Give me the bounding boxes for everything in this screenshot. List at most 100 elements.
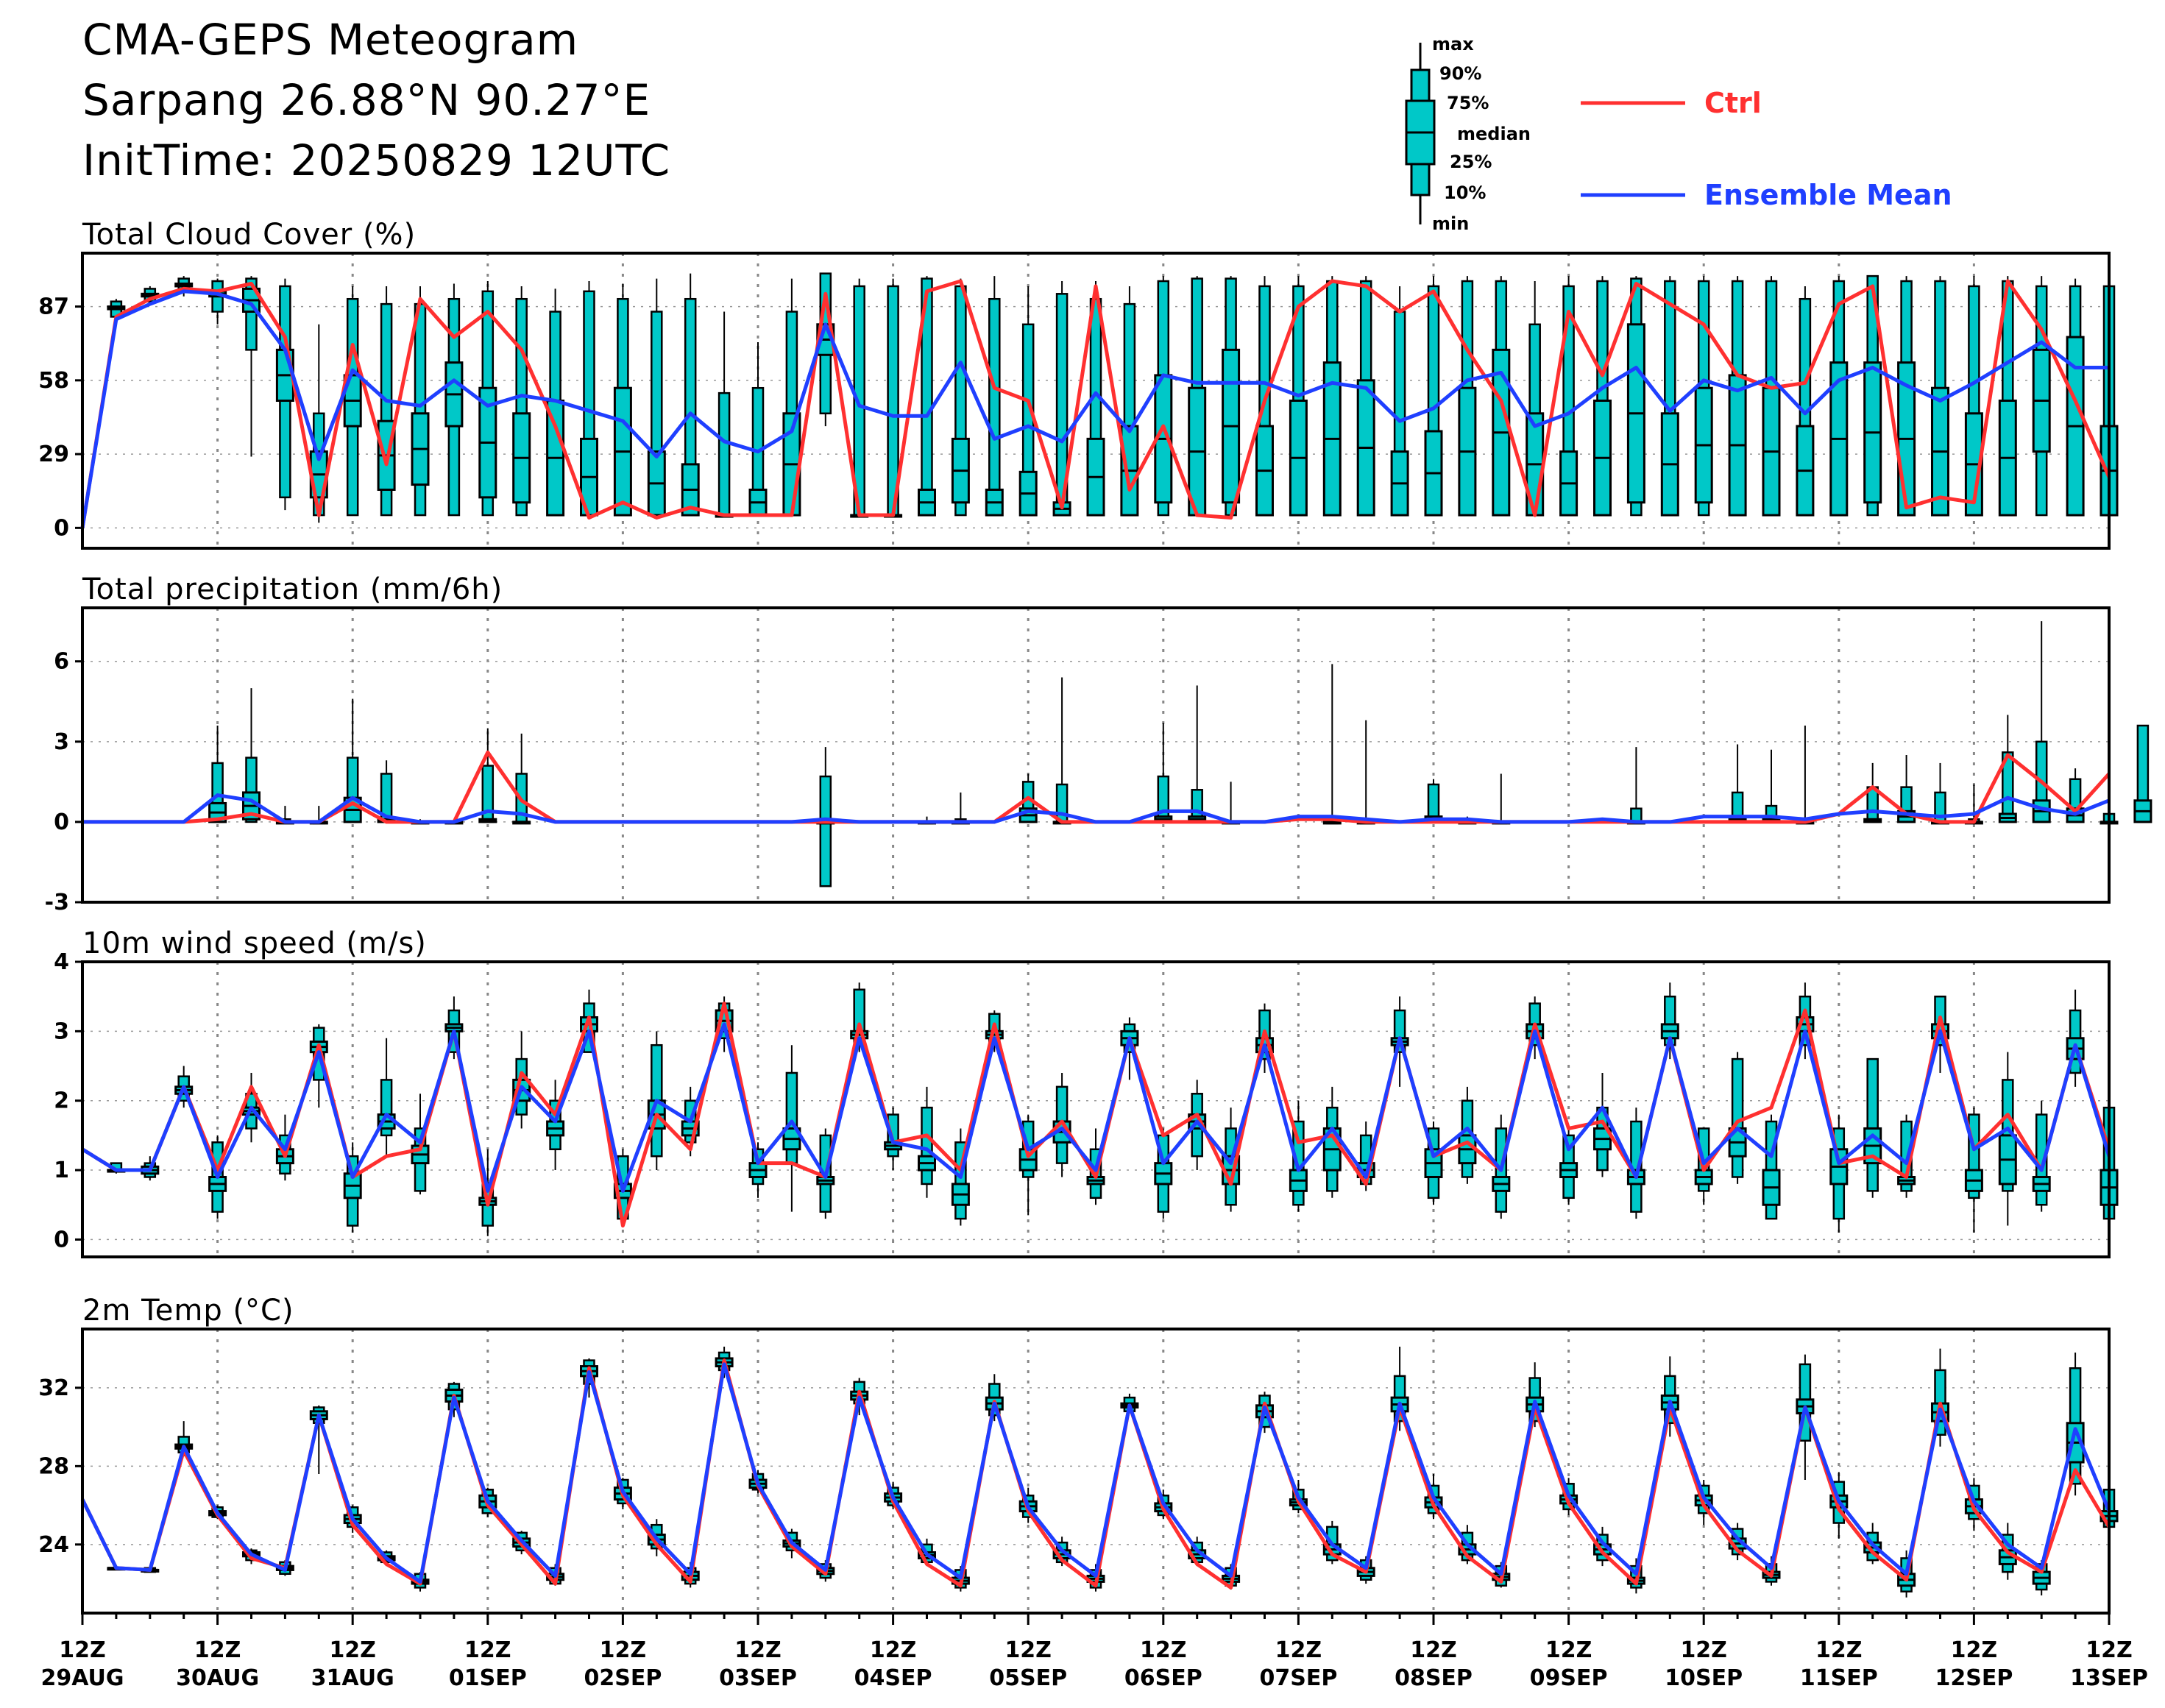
key-label: 90% (1439, 63, 1481, 84)
box-plot (2032, 276, 2051, 517)
x-tick-date: 30AUG (176, 1665, 259, 1691)
box-plot (1796, 726, 1815, 825)
box-plot (985, 276, 1004, 517)
box-plot (1728, 744, 1747, 823)
box-plot (1728, 1052, 1747, 1184)
y-tick-label: 87 (38, 294, 69, 320)
box-plot (1492, 773, 1511, 825)
box-plot (1289, 1100, 1308, 1212)
meteogram-title: CMA-GEPS Meteogram (82, 15, 579, 65)
box-plot (1154, 723, 1173, 823)
x-tick-time: 12Z (870, 1637, 917, 1663)
y-tick-label: 4 (54, 949, 69, 975)
box-plot (309, 324, 328, 523)
box-plot (1728, 276, 1747, 517)
y-tick-label: 32 (38, 1375, 69, 1401)
panel-4: 2m Temp (°C) 24 28 32 (38, 1294, 2119, 1615)
y-tick-label: -3 (45, 890, 69, 915)
box-plot (546, 288, 565, 517)
box-plot (1796, 1354, 1815, 1480)
y-tick-label: 24 (38, 1532, 69, 1558)
x-tick-time: 12Z (2086, 1637, 2133, 1663)
series-line-ensemble-mean (80, 1362, 2111, 1584)
box-plot (275, 278, 294, 511)
box-plot (1998, 715, 2017, 823)
x-tick-time: 12Z (1275, 1637, 1322, 1663)
box-plot (1458, 1086, 1477, 1184)
y-tick-label: 0 (54, 515, 69, 541)
x-tick-date: 12SEP (1935, 1665, 2013, 1691)
box-plot (1188, 685, 1207, 823)
box-plot (748, 1142, 768, 1198)
y-tick-label: 0 (54, 1227, 69, 1252)
box-plot (1322, 276, 1342, 517)
y-tick-label: 1 (54, 1158, 69, 1183)
x-tick-date: 03SEP (719, 1665, 797, 1691)
x-tick-time: 12Z (1951, 1637, 1998, 1663)
panel-title: Total Cloud Cover (%) (82, 218, 416, 252)
box-whisker-key: max 90% 75% median 25% 10% min (1405, 34, 1531, 234)
key-label: 10% (1444, 183, 1486, 203)
x-tick-date: 11SEP (1800, 1665, 1878, 1691)
box-plot (1154, 276, 1173, 517)
box-plot (1356, 720, 1375, 825)
box-plot (1356, 276, 1375, 517)
box-plot (613, 283, 632, 517)
box-plot (107, 299, 126, 322)
x-tick-time: 12Z (1545, 1637, 1592, 1663)
key-label: 25% (1450, 152, 1492, 172)
box-plot (512, 286, 531, 517)
box-plot (951, 278, 970, 517)
box-plot (1390, 286, 1409, 517)
box-plot (2032, 621, 2051, 823)
box-plot (1322, 664, 1342, 825)
box-plot (681, 273, 700, 517)
y-tick-label: 28 (38, 1453, 69, 1479)
x-tick-date: 10SEP (1665, 1665, 1743, 1691)
chart-legend: Ctrl Ensemble Mean (1581, 87, 1952, 211)
box-plot (377, 1038, 396, 1157)
box-plot (208, 726, 227, 823)
x-tick-time: 12Z (59, 1637, 106, 1663)
x-tick-time: 12Z (1680, 1637, 1727, 1663)
x-tick-date: 29AUG (40, 1665, 124, 1691)
box-plot (1660, 276, 1679, 517)
box-plot (1188, 276, 1207, 517)
x-tick-date: 04SEP (854, 1665, 932, 1691)
panel-1: Total Cloud Cover (%) 0 29 58 87 (38, 218, 2119, 550)
panel-3: 10m wind speed (m/s) 0 1 2 3 4 (54, 926, 2119, 1258)
box-plot (1964, 276, 1983, 517)
y-tick-label: 3 (54, 729, 69, 755)
box-plot (1052, 677, 1071, 825)
box-plot (1492, 276, 1511, 517)
box-plot (1626, 276, 1645, 517)
panel-title: 2m Temp (°C) (82, 1294, 294, 1328)
box-plot (1559, 276, 1578, 517)
x-tick-date: 13SEP (2070, 1665, 2148, 1691)
box-plot (512, 733, 531, 825)
key-label: 75% (1447, 93, 1489, 113)
box-plot (208, 278, 227, 325)
box-plot (1626, 747, 1645, 825)
box-plot (1829, 276, 1849, 517)
box-plot (411, 286, 430, 517)
box-plot (1559, 1128, 1578, 1205)
location-subtitle: Sarpang 26.88°N 90.27°E (82, 75, 651, 125)
panel-frame (81, 960, 2111, 1258)
time-axis: 12Z29AUG12Z30AUG12Z31AUG12Z01SEP12Z02SEP… (40, 1613, 2148, 1691)
x-tick-time: 12Z (1815, 1637, 1863, 1663)
series-line-ctrl (80, 1358, 2111, 1590)
box-10-90 (819, 775, 832, 887)
x-tick-date: 05SEP (989, 1665, 1067, 1691)
x-tick-time: 12Z (1410, 1637, 1457, 1663)
panel-title: 10m wind speed (m/s) (82, 926, 427, 960)
box-10-90 (717, 391, 731, 517)
box-plot (343, 286, 362, 517)
box-plot (1424, 779, 1443, 823)
legend-label-ctrl: Ctrl (1704, 87, 1762, 119)
x-tick-date: 01SEP (449, 1665, 527, 1691)
box-plot (1424, 276, 1443, 517)
box-plot (1762, 749, 1781, 823)
series-line-ensemble-mean (81, 1022, 2111, 1193)
series-line-ensemble-mean (80, 289, 2109, 528)
